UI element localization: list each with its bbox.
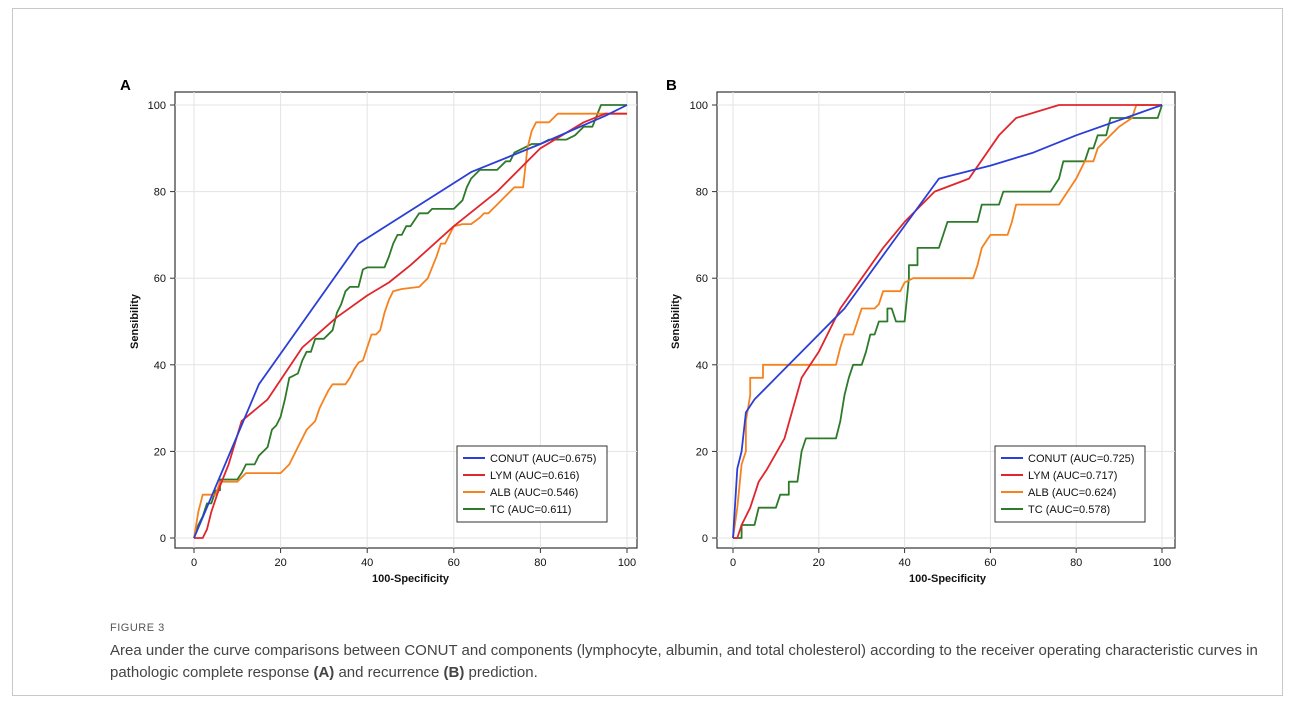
legend-entry: LYM (AUC=0.616) <box>490 470 579 482</box>
y-axis-title: Sensibility <box>129 293 141 349</box>
caption-part: and recurrence <box>334 664 444 681</box>
legend-entry: LYM (AUC=0.717) <box>1028 470 1117 482</box>
caption-part: prediction. <box>464 664 538 681</box>
x-axis-title: 100-Specificity <box>909 573 987 585</box>
x-axis-title: 100-Specificity <box>372 573 450 585</box>
y-tick-label: 60 <box>696 273 708 285</box>
legend-entry: TC (AUC=0.611) <box>490 504 571 516</box>
legend-entry: ALB (AUC=0.624) <box>1028 487 1116 499</box>
x-tick-label: 80 <box>534 557 546 569</box>
chart-panel-a: 0 20 40 60 80 100 0 20 40 60 80 100 100-Specificity S… <box>120 77 638 585</box>
series-line-conut <box>193 104 628 539</box>
series-line-conut <box>732 104 1163 539</box>
y-tick-label: 40 <box>154 360 166 372</box>
caption-part: (A) <box>313 664 335 681</box>
y-tick-label: 20 <box>696 446 708 458</box>
series-line-tc <box>733 104 1163 539</box>
y-tick-label: 60 <box>154 273 166 285</box>
y-tick-label: 40 <box>696 360 708 372</box>
x-tick-label: 0 <box>730 557 736 569</box>
series-line-alb <box>732 104 1162 539</box>
series-line-lym <box>733 104 1162 539</box>
x-tick-label: 40 <box>361 557 373 569</box>
legend-entry: CONUT (AUC=0.675) <box>490 453 596 465</box>
x-tick-label: 100 <box>618 557 636 569</box>
x-tick-label: 60 <box>984 557 996 569</box>
caption-part: (B) <box>443 664 465 681</box>
x-tick-label: 80 <box>1070 557 1082 569</box>
legend-entry: ALB (AUC=0.546) <box>490 487 578 499</box>
y-tick-label: 0 <box>160 533 166 545</box>
y-tick-label: 80 <box>154 187 166 199</box>
legend-entry: CONUT (AUC=0.725) <box>1028 453 1134 465</box>
y-tick-label: 80 <box>696 187 708 199</box>
legend: CONUT (AUC=0.725) LYM (AUC=0.717) ALB (AUC… <box>994 445 1146 523</box>
x-tick-label: 100 <box>1153 557 1171 569</box>
x-tick-label: 40 <box>898 557 910 569</box>
caption-part: Area under the curve comparisons between… <box>110 642 1258 681</box>
chart-panel-b: 0 20 40 60 80 100 0 20 40 60 80 100 100-Specificity S… <box>666 77 1176 585</box>
series-line-lym <box>194 112 627 539</box>
panel-label: B <box>666 77 677 94</box>
series-line-alb <box>193 112 627 539</box>
y-tick-label: 100 <box>690 100 708 112</box>
x-tick-label: 20 <box>813 557 825 569</box>
series-line-tc <box>193 104 627 539</box>
legend-entry: TC (AUC=0.578) <box>1028 504 1110 516</box>
panel-label: A <box>120 77 131 94</box>
figure-caption: Area under the curve comparisons between… <box>110 640 1260 684</box>
x-tick-label: 0 <box>191 557 197 569</box>
y-tick-label: 0 <box>702 533 708 545</box>
y-tick-label: 20 <box>154 446 166 458</box>
y-axis-title: Sensibility <box>670 293 682 349</box>
figure-canvas: 0 20 40 60 80 100 0 20 40 60 80 100 100-Specificity S… <box>120 77 1176 585</box>
x-tick-label: 20 <box>274 557 286 569</box>
x-tick-label: 60 <box>448 557 460 569</box>
y-tick-label: 100 <box>148 100 166 112</box>
figure-label: FIGURE 3 <box>110 622 165 634</box>
legend: CONUT (AUC=0.675) LYM (AUC=0.616) ALB (AUC… <box>456 445 608 523</box>
